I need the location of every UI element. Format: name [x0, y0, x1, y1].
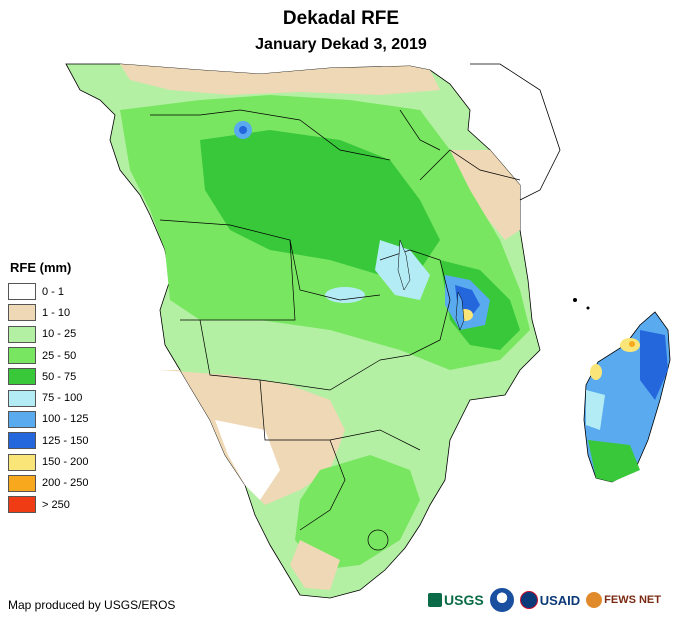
legend-item: 25 - 50: [8, 345, 138, 366]
legend-item: 150 - 200: [8, 451, 138, 472]
legend-label: 50 - 75: [42, 370, 77, 383]
legend-label: > 250: [42, 498, 70, 511]
legend-title: RFE (mm): [10, 260, 72, 275]
dry-south-patch: [290, 540, 340, 590]
legend-swatch: [8, 347, 36, 365]
legend-swatch: [8, 304, 36, 322]
island-seychelles: [586, 306, 590, 310]
noaa-logo-icon: [489, 588, 514, 612]
wet-south: [295, 455, 420, 570]
legend-label: 100 - 125: [42, 413, 89, 426]
legend-swatch: [8, 325, 36, 343]
lake-tanganyika: [397, 239, 411, 291]
legend-swatch: [8, 432, 36, 450]
legend: RFE (mm) 0 - 1 1 - 10 10 - 25 25 - 50 50 - 7…: [8, 260, 138, 515]
legend-label: 0 - 1: [42, 285, 65, 298]
usgs-logo: USGS: [428, 592, 484, 608]
legend-item: 1 - 10: [8, 302, 138, 323]
madagascar-east-heavy: [640, 330, 668, 400]
credit-text: Map produced by USGS/EROS: [8, 598, 176, 612]
legend-swatch: [8, 410, 36, 428]
legend-label: 150 - 200: [42, 456, 89, 469]
legend-item: 0 - 1: [8, 281, 138, 302]
legend-item: > 250: [8, 494, 138, 515]
dry-region-namibia: [215, 420, 280, 500]
legend-swatch: [8, 368, 36, 386]
legend-label: 25 - 50: [42, 349, 77, 362]
map-title: Dekadal RFE: [282, 8, 400, 29]
legend-item: 100 - 125: [8, 409, 138, 430]
usaid-logo: USAID: [519, 591, 581, 609]
usgs-mark-icon: [428, 593, 442, 607]
madagascar-orange: [629, 341, 635, 347]
legend-label: 125 - 150: [42, 434, 89, 447]
wet-core-50-75: [200, 130, 440, 275]
usaid-seal-icon: [519, 591, 538, 609]
dry-region-east: [450, 150, 520, 240]
legend-label: 10 - 25: [42, 328, 77, 341]
madagascar-west-light: [586, 390, 605, 430]
legend-label: 75 - 100: [42, 392, 83, 405]
island-comoros: [573, 298, 577, 302]
legend-label: 200 - 250: [42, 477, 89, 490]
very-wet-spot-north-core: [239, 126, 247, 134]
legend-item: 10 - 25: [8, 324, 138, 345]
madagascar-south-green: [588, 440, 640, 482]
fews-mark-icon: [586, 592, 603, 608]
usaid-logo-text: USAID: [539, 592, 581, 608]
legend-swatch: [8, 496, 36, 514]
legend-item: 200 - 250: [8, 473, 138, 494]
country-borders: [150, 109, 521, 551]
lake-malawi: [455, 291, 465, 331]
legend-swatch: [8, 453, 36, 471]
legend-rows: 0 - 1 1 - 10 10 - 25 25 - 50 50 - 75 75 - 100…: [8, 281, 138, 515]
legend-item: 125 - 150: [8, 430, 138, 451]
horn-coast: [470, 63, 561, 201]
legend-swatch: [8, 474, 36, 492]
usgs-logo-text: USGS: [444, 592, 484, 608]
legend-label: 1 - 10: [42, 306, 71, 319]
fews-net-logo: FEWS NET: [586, 592, 661, 608]
fews-logo-text: FEWS NET: [604, 594, 661, 606]
logo-bar: USGS USAID FEWS NET: [428, 585, 678, 615]
madagascar-yellow-west: [590, 364, 602, 380]
legend-swatch: [8, 389, 36, 407]
very-wet-spot-central: [325, 287, 365, 303]
legend-item: 75 - 100: [8, 387, 138, 408]
map-subtitle: January Dekad 3, 2019: [255, 36, 427, 53]
legend-item: 50 - 75: [8, 366, 138, 387]
legend-swatch: [8, 283, 36, 301]
dry-region-north: [120, 64, 440, 95]
